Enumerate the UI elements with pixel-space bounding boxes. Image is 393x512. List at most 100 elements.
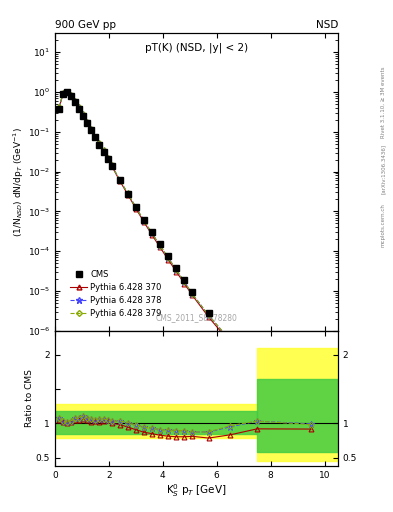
Pythia 6.428 379: [141, 218, 146, 224]
X-axis label: K$^0_S$ p$_T$ [GeV]: K$^0_S$ p$_T$ [GeV]: [166, 482, 227, 499]
Pythia 6.428 378: [206, 312, 211, 318]
CMS: [118, 177, 122, 183]
CMS: [73, 99, 77, 105]
Line: Pythia 6.428 379: Pythia 6.428 379: [57, 90, 313, 410]
CMS: [89, 127, 94, 133]
Line: Pythia 6.428 378: Pythia 6.428 378: [56, 89, 314, 411]
Pythia 6.428 378: [77, 104, 82, 111]
Pythia 6.428 379: [174, 267, 179, 273]
Pythia 6.428 379: [57, 104, 61, 111]
Pythia 6.428 379: [101, 147, 106, 154]
Pythia 6.428 370: [73, 98, 77, 104]
CMS: [158, 241, 162, 247]
Pythia 6.428 379: [255, 360, 259, 366]
Pythia 6.428 378: [109, 162, 114, 168]
Pythia 6.428 370: [190, 292, 195, 298]
CMS: [77, 105, 82, 112]
CMS: [134, 204, 138, 210]
Pythia 6.428 370: [206, 314, 211, 320]
CMS: [57, 105, 61, 112]
Pythia 6.428 378: [85, 119, 90, 125]
CMS: [69, 93, 73, 99]
CMS: [282, 383, 286, 390]
Line: Pythia 6.428 370: Pythia 6.428 370: [57, 90, 314, 411]
Pythia 6.428 378: [93, 134, 98, 140]
Pythia 6.428 370: [109, 163, 114, 169]
Pythia 6.428 370: [93, 134, 98, 140]
Text: 900 GeV pp: 900 GeV pp: [55, 19, 116, 30]
Pythia 6.428 379: [206, 312, 211, 318]
Pythia 6.428 370: [65, 89, 70, 95]
Pythia 6.428 379: [150, 230, 154, 237]
Pythia 6.428 379: [190, 291, 195, 297]
Pythia 6.428 378: [65, 89, 70, 95]
CMS: [255, 360, 259, 367]
CMS: [65, 89, 70, 95]
Pythia 6.428 378: [182, 279, 187, 285]
Pythia 6.428 378: [158, 243, 162, 249]
Text: mcplots.cern.ch: mcplots.cern.ch: [381, 203, 386, 247]
Pythia 6.428 378: [105, 155, 110, 161]
Pythia 6.428 378: [228, 337, 233, 344]
Pythia 6.428 378: [118, 177, 122, 183]
Pythia 6.428 378: [174, 267, 179, 273]
Pythia 6.428 379: [105, 155, 110, 161]
Pythia 6.428 378: [81, 111, 86, 117]
CMS: [166, 253, 171, 259]
CMS: [309, 404, 313, 410]
CMS: [85, 120, 90, 126]
Pythia 6.428 370: [69, 92, 73, 98]
Pythia 6.428 379: [61, 90, 66, 96]
Pythia 6.428 370: [255, 362, 259, 368]
Pythia 6.428 379: [282, 383, 286, 390]
Pythia 6.428 379: [65, 89, 70, 95]
CMS: [182, 277, 187, 283]
Pythia 6.428 379: [77, 104, 82, 111]
Pythia 6.428 370: [105, 155, 110, 161]
Pythia 6.428 379: [89, 126, 94, 132]
Pythia 6.428 370: [125, 191, 130, 198]
Pythia 6.428 378: [255, 360, 259, 366]
Pythia 6.428 378: [166, 255, 171, 261]
Pythia 6.428 378: [101, 147, 106, 154]
Pythia 6.428 370: [81, 112, 86, 118]
Pythia 6.428 379: [69, 92, 73, 98]
Pythia 6.428 370: [134, 205, 138, 211]
Pythia 6.428 370: [182, 281, 187, 287]
Legend: CMS, Pythia 6.428 370, Pythia 6.428 378, Pythia 6.428 379: CMS, Pythia 6.428 370, Pythia 6.428 378,…: [68, 267, 164, 321]
Pythia 6.428 378: [69, 92, 73, 98]
CMS: [206, 310, 211, 316]
Pythia 6.428 378: [190, 291, 195, 297]
Pythia 6.428 379: [158, 243, 162, 249]
CMS: [109, 163, 114, 169]
Pythia 6.428 378: [89, 126, 94, 132]
Pythia 6.428 370: [57, 105, 61, 111]
Text: Rivet 3.1.10, ≥ 3M events: Rivet 3.1.10, ≥ 3M events: [381, 67, 386, 138]
Pythia 6.428 378: [57, 104, 61, 111]
Pythia 6.428 378: [150, 230, 154, 237]
Pythia 6.428 379: [228, 337, 233, 343]
Text: CMS_2011_S8978280: CMS_2011_S8978280: [156, 313, 237, 322]
Pythia 6.428 370: [174, 269, 179, 275]
Pythia 6.428 378: [61, 90, 66, 96]
Pythia 6.428 370: [61, 91, 66, 97]
Pythia 6.428 370: [166, 257, 171, 263]
Pythia 6.428 379: [125, 190, 130, 197]
Pythia 6.428 370: [228, 339, 233, 346]
Pythia 6.428 379: [93, 134, 98, 140]
Text: NSD: NSD: [316, 19, 338, 30]
Pythia 6.428 370: [97, 141, 102, 147]
Pythia 6.428 378: [134, 204, 138, 210]
Text: [arXiv:1306.3436]: [arXiv:1306.3436]: [381, 144, 386, 194]
Pythia 6.428 379: [97, 140, 102, 146]
Pythia 6.428 370: [101, 148, 106, 154]
Pythia 6.428 379: [118, 177, 122, 183]
Pythia 6.428 378: [97, 140, 102, 146]
Line: CMS: CMS: [56, 89, 314, 410]
Pythia 6.428 379: [73, 98, 77, 104]
Pythia 6.428 378: [73, 98, 77, 104]
Pythia 6.428 378: [125, 190, 130, 197]
CMS: [97, 141, 102, 147]
Pythia 6.428 379: [85, 119, 90, 125]
Y-axis label: Ratio to CMS: Ratio to CMS: [26, 369, 35, 427]
